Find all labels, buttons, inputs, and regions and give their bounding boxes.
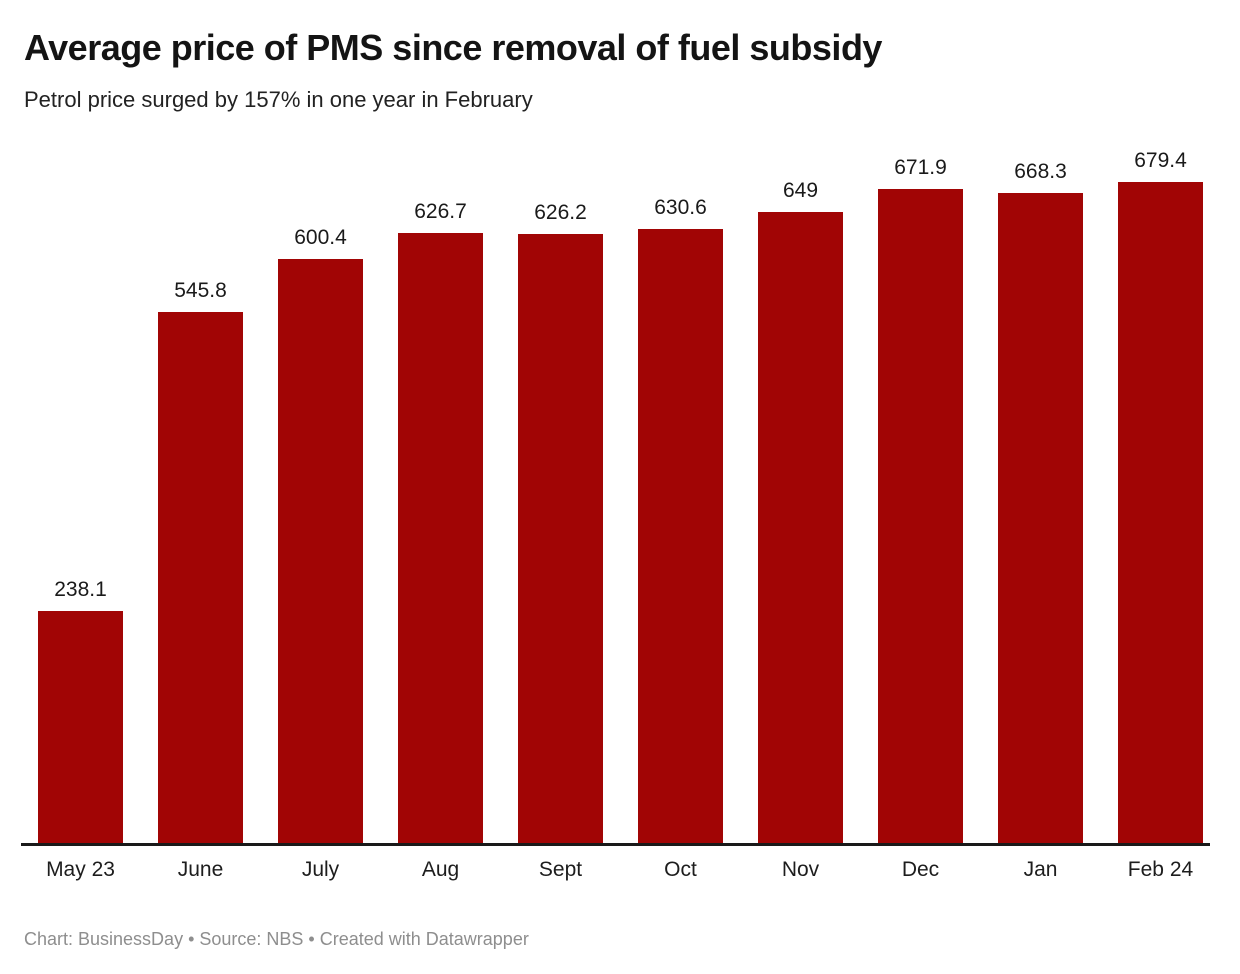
chart-subtitle: Petrol price surged by 157% in one year … bbox=[24, 87, 533, 112]
bar-value-label: 626.2 bbox=[534, 200, 587, 224]
bar-column: 649 Nov bbox=[758, 178, 843, 883]
bar[interactable] bbox=[38, 611, 123, 843]
bar-area: 649 bbox=[758, 178, 843, 843]
bar-column: 626.7 Aug bbox=[398, 180, 483, 883]
bar[interactable] bbox=[1118, 182, 1203, 843]
bar-value-label: 668.3 bbox=[1014, 159, 1067, 183]
bar-value-label: 630.6 bbox=[654, 196, 707, 220]
bar-value-label: 545.8 bbox=[174, 278, 227, 302]
bar[interactable] bbox=[518, 233, 603, 843]
bar-column: 626.2 Sept bbox=[518, 180, 603, 883]
bar-value-label: 679.4 bbox=[1134, 149, 1187, 172]
bar-area: 600.4 bbox=[278, 180, 363, 843]
chart-footer: Chart: BusinessDay • Source: NBS • Creat… bbox=[24, 929, 529, 949]
bar-area: 668.3 bbox=[998, 160, 1083, 843]
bar-column: 671.9 Dec bbox=[878, 156, 963, 883]
bar-column: 545.8 June bbox=[158, 180, 243, 883]
x-axis-label: June bbox=[177, 858, 224, 881]
bar-area: 679.4 bbox=[1118, 149, 1203, 843]
chart-header: Average price of PMS since removal of fu… bbox=[0, 0, 1240, 114]
x-axis-line bbox=[21, 843, 1210, 846]
bar-column: 668.3 Jan bbox=[998, 160, 1083, 883]
bar-value-label: 649 bbox=[782, 178, 819, 202]
x-axis-label: Jan bbox=[1023, 858, 1058, 881]
x-axis-label: Dec bbox=[901, 858, 940, 881]
bar-value-label: 626.7 bbox=[414, 200, 467, 224]
bar-area: 238.1 bbox=[38, 180, 123, 843]
bar[interactable] bbox=[398, 233, 483, 843]
bar-column: 630.6 Oct bbox=[638, 180, 723, 883]
bar-column: 238.1 May 23 bbox=[38, 180, 123, 883]
bar-area: 545.8 bbox=[158, 180, 243, 843]
bar[interactable] bbox=[638, 229, 723, 843]
bar[interactable] bbox=[878, 189, 963, 843]
x-axis-label: Feb 24 bbox=[1127, 858, 1194, 881]
bar-column: 679.4 Feb 24 bbox=[1118, 149, 1203, 883]
bar[interactable] bbox=[758, 211, 843, 843]
bar[interactable] bbox=[158, 311, 243, 843]
bar-column: 600.4 July bbox=[278, 180, 363, 883]
bar-area: 626.2 bbox=[518, 180, 603, 843]
bar-chart: 238.1 May 23 545.8 June 600.4 July 626.7 Aug 626… bbox=[0, 149, 1240, 883]
x-axis-label: Nov bbox=[781, 858, 820, 881]
bar-value-label: 600.4 bbox=[294, 225, 347, 249]
plot-area: 238.1 May 23 545.8 June 600.4 July 626.7 Aug 626… bbox=[0, 149, 1240, 883]
bar[interactable] bbox=[278, 258, 363, 843]
x-axis-label: May 23 bbox=[46, 858, 115, 881]
bar-value-label: 238.1 bbox=[54, 578, 107, 602]
bar-area: 630.6 bbox=[638, 180, 723, 843]
bar[interactable] bbox=[998, 192, 1083, 843]
x-axis-label: Aug bbox=[421, 858, 460, 881]
bar-area: 626.7 bbox=[398, 180, 483, 843]
bar-area: 671.9 bbox=[878, 156, 963, 843]
bar-value-label: 671.9 bbox=[894, 156, 947, 180]
x-axis-label: Sept bbox=[538, 858, 583, 881]
x-axis-label: July bbox=[301, 858, 340, 881]
chart-title: Average price of PMS since removal of fu… bbox=[24, 27, 882, 68]
x-axis-label: Oct bbox=[664, 858, 697, 881]
